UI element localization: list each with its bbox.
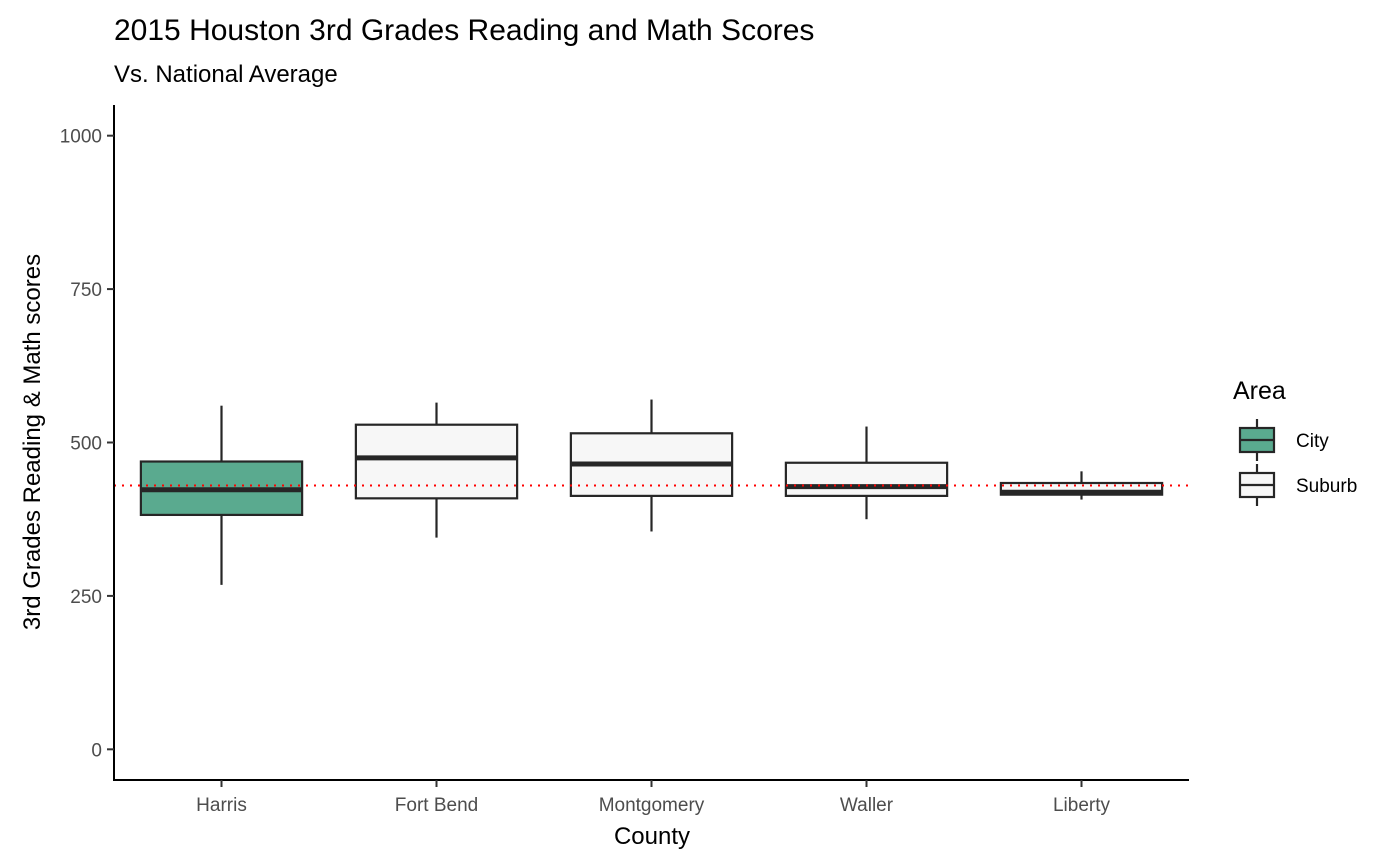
x-ticks-layer: Harris Fort Bend Montgomery Waller Liberty xyxy=(196,780,1111,816)
y-tick-label: 1000 xyxy=(60,127,102,148)
y-tick-label: 0 xyxy=(91,740,102,761)
y-tick-label: 250 xyxy=(70,587,102,608)
x-tick-label: Montgomery xyxy=(599,795,705,816)
box-liberty xyxy=(999,471,1164,500)
legend-label-suburb: Suburb xyxy=(1296,476,1357,497)
x-tick-label: Waller xyxy=(840,795,894,816)
legend-item-city: City xyxy=(1238,419,1329,461)
x-tick-label: Fort Bend xyxy=(395,795,478,816)
x-tick-label: Liberty xyxy=(1053,795,1111,816)
y-tick-label: 500 xyxy=(70,434,102,455)
legend: Area City Suburb xyxy=(1233,377,1357,506)
legend-item-suburb: Suburb xyxy=(1238,464,1357,506)
box-montgomery xyxy=(569,399,734,532)
boxes-layer xyxy=(139,399,1164,585)
box-waller xyxy=(784,426,949,520)
chart-title: 2015 Houston 3rd Grades Reading and Math… xyxy=(114,14,814,47)
y-axis-title: 3rd Grades Reading & Math scores xyxy=(19,254,46,630)
box-body-waller xyxy=(784,461,949,497)
x-tick-label: Harris xyxy=(196,795,247,816)
y-ticks-layer: 0 250 500 750 1000 xyxy=(60,127,114,761)
x-axis-title: County xyxy=(614,823,690,850)
y-tick-label: 750 xyxy=(70,280,102,301)
legend-label-city: City xyxy=(1296,431,1329,452)
legend-title: Area xyxy=(1233,377,1286,405)
box-body-fort-bend xyxy=(354,423,519,500)
box-fort-bend xyxy=(354,402,519,538)
box-harris xyxy=(139,405,304,585)
chart-subtitle: Vs. National Average xyxy=(114,61,338,88)
